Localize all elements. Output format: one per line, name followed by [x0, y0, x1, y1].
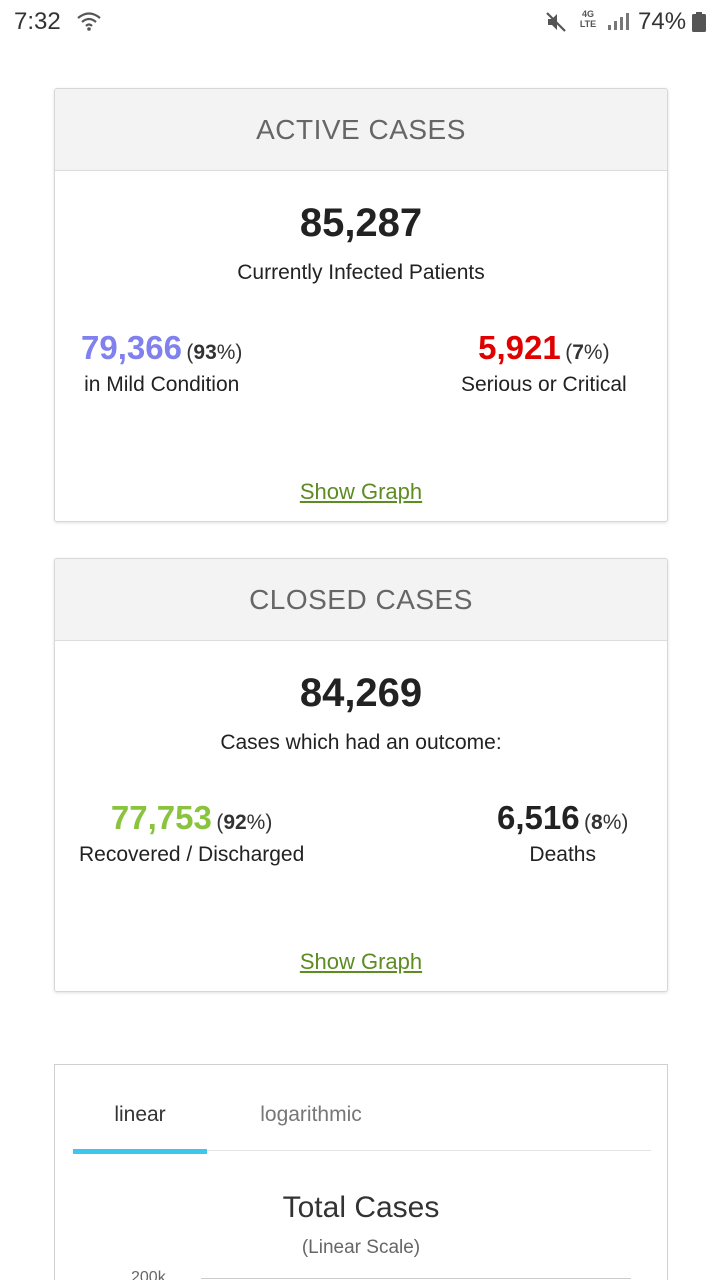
closed-cases-header: CLOSED CASES: [55, 559, 667, 641]
lte-icon: 4G LTE: [579, 9, 597, 29]
mild-percent: (93%): [186, 341, 243, 364]
closed-show-graph-link[interactable]: Show Graph: [299, 949, 423, 974]
battery-percent: 74%: [638, 8, 687, 35]
recovered-stat: 77,753 (92%) Recovered / Discharged: [79, 799, 304, 867]
active-tab-indicator: [73, 1149, 207, 1154]
serious-count: 5,921: [478, 329, 561, 366]
signal-icon: [608, 13, 629, 30]
serious-condition-stat: 5,921 (7%) Serious or Critical: [461, 329, 627, 397]
y-axis-tick: 200k: [131, 1269, 166, 1280]
serious-label: Serious or Critical: [461, 373, 627, 396]
chart-title: Total Cases: [282, 1191, 440, 1224]
closed-cases-title: CLOSED CASES: [249, 583, 473, 615]
status-bar: 7:32 4G LTE 74%: [0, 0, 720, 44]
recovered-count: 77,753: [110, 799, 212, 836]
recovered-percent: (92%): [216, 811, 273, 834]
battery-icon: [692, 12, 706, 32]
deaths-stat: 6,516 (8%) Deaths: [497, 799, 628, 867]
closed-cases-card: CLOSED CASES 84,269 Cases which had an o…: [54, 558, 668, 992]
active-cases-total-label: Currently Infected Patients: [237, 261, 485, 284]
recovered-label: Recovered / Discharged: [79, 843, 305, 866]
chart-subtitle: (Linear Scale): [301, 1237, 421, 1258]
tab-linear[interactable]: linear: [114, 1103, 166, 1126]
active-cases-card: ACTIVE CASES 85,287 Currently Infected P…: [54, 88, 668, 522]
serious-percent: (7%): [565, 341, 610, 364]
closed-cases-total: 84,269: [299, 671, 423, 715]
status-time: 7:32: [14, 8, 61, 35]
tab-logarithmic[interactable]: logarithmic: [260, 1103, 362, 1126]
active-cases-total: 85,287: [299, 201, 423, 245]
total-cases-chart-card: linear logarithmic Total Cases (Linear S…: [54, 1064, 668, 1280]
mute-icon: [546, 12, 566, 32]
wifi-icon: [77, 12, 101, 31]
mild-label: in Mild Condition: [84, 373, 240, 396]
deaths-percent: (8%): [584, 811, 629, 834]
active-cases-title: ACTIVE CASES: [256, 113, 466, 145]
deaths-count: 6,516: [497, 799, 580, 836]
mild-condition-stat: 79,366 (93%) in Mild Condition: [81, 329, 242, 397]
active-show-graph-link[interactable]: Show Graph: [299, 479, 423, 504]
scale-tabs: linear logarithmic: [73, 1065, 651, 1154]
deaths-label: Deaths: [529, 843, 596, 866]
mild-count: 79,366: [81, 329, 182, 366]
active-cases-header: ACTIVE CASES: [55, 89, 667, 171]
chart-gridline: [201, 1278, 631, 1279]
closed-cases-total-label: Cases which had an outcome:: [220, 731, 502, 754]
